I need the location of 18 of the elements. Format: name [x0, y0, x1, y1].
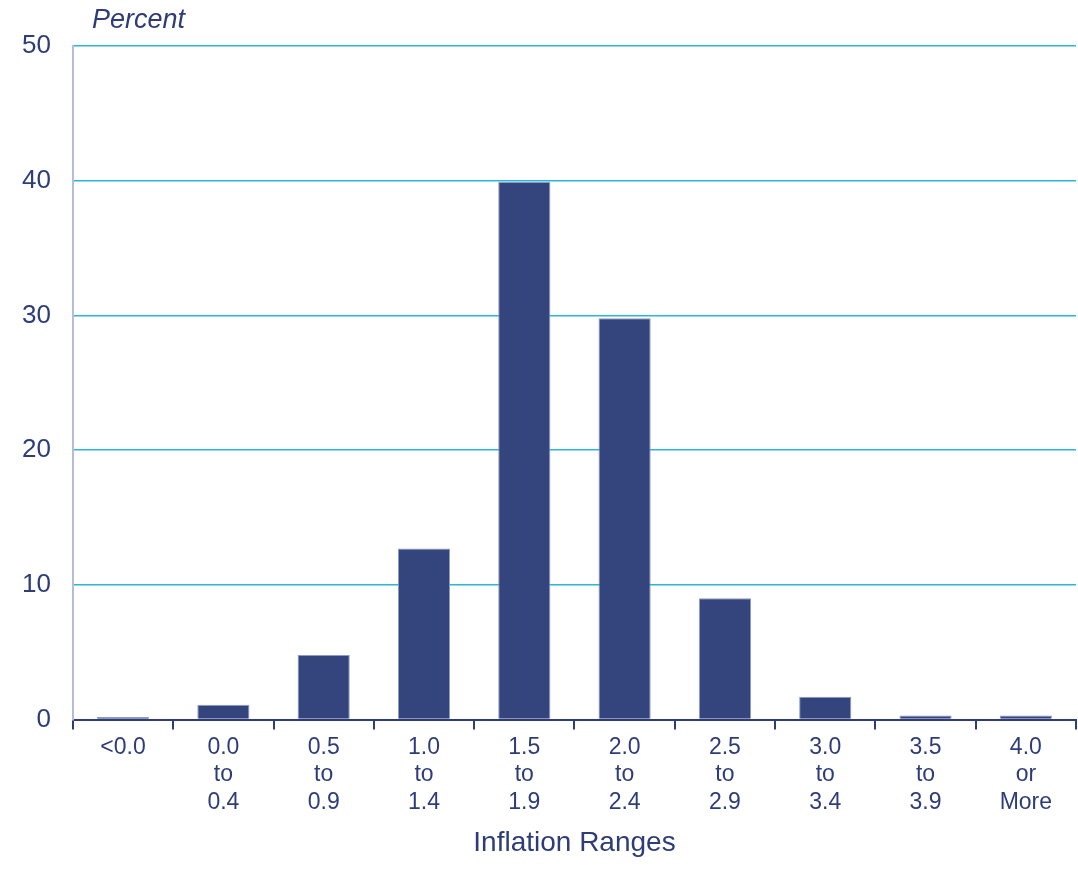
y-axis-title: Percent: [92, 4, 186, 35]
y-tick-label: 50: [22, 29, 51, 60]
y-tick-label: 30: [22, 298, 51, 329]
x-tick-label: 2.0 to 2.4: [608, 732, 641, 814]
x-tick-label: 0.0 to 0.4: [207, 732, 240, 814]
y-tick-label: 0: [36, 702, 51, 733]
x-tick-label: 1.5 to 1.9: [508, 732, 541, 814]
x-tick-label: 4.0 or More: [999, 732, 1053, 814]
x-axis-title: Inflation Ranges: [473, 825, 676, 857]
x-tick-label: 1.0 to 1.4: [408, 732, 441, 814]
x-tick-label: 2.5 to 2.9: [708, 732, 741, 814]
y-tick-label: 40: [22, 163, 51, 194]
x-tick-label: 0.5 to 0.9: [307, 732, 340, 814]
x-tick-label: 3.0 to 3.4: [809, 732, 842, 814]
y-tick-label: 20: [22, 433, 51, 464]
x-tick-label: 3.5 to 3.9: [909, 732, 942, 814]
x-tick-label: <0.0: [100, 732, 146, 759]
y-tick-label: 10: [22, 568, 51, 599]
